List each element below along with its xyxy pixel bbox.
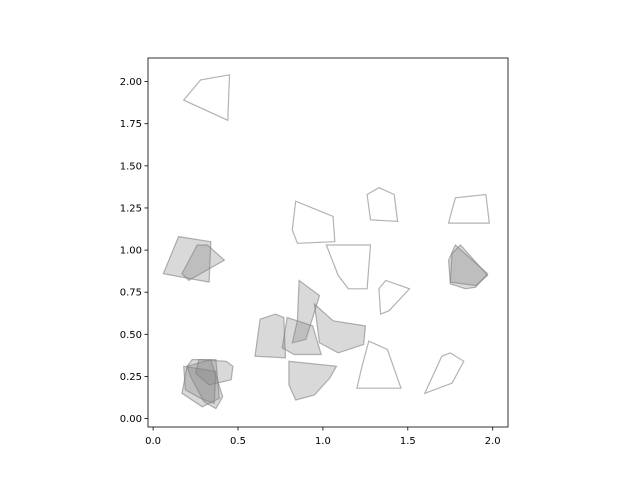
- outline-polygon: [291, 200, 336, 244]
- y-axis: 0.00 0.25 0.50 0.75 1.00 1.25 1.50 1.75 2.00: [120, 77, 148, 425]
- filled-polygon: [254, 313, 287, 359]
- y-tick-label: 1.50: [120, 161, 142, 172]
- filled-polygon: [449, 244, 489, 287]
- x-tick-label: 1.5: [400, 436, 416, 447]
- filled-polygon: [291, 279, 321, 344]
- y-tick-label: 0.25: [120, 372, 142, 383]
- outline-polygon: [447, 193, 490, 224]
- filled-polygon: [313, 302, 367, 354]
- x-tick-label: 2.0: [485, 436, 501, 447]
- y-tick-label: 0.50: [120, 330, 142, 341]
- x-tick-label: 0.5: [230, 436, 246, 447]
- x-axis: 0.0 0.5 1.0 1.5 2.0: [145, 427, 501, 447]
- y-tick-label: 2.00: [120, 77, 142, 88]
- outline-polygons: [182, 74, 490, 395]
- filled-polygon: [183, 365, 217, 405]
- filled-polygon: [181, 244, 226, 282]
- y-tick-label: 1.25: [120, 203, 142, 214]
- y-tick-label: 0.00: [120, 414, 142, 425]
- y-tick-label: 1.75: [120, 119, 142, 130]
- outline-polygon: [366, 187, 399, 223]
- outline-polygon: [356, 340, 402, 389]
- outline-polygon: [325, 244, 372, 290]
- outline-polygon: [378, 279, 411, 315]
- x-tick-label: 0.0: [145, 436, 161, 447]
- filled-polygon: [181, 359, 220, 408]
- filled-polygon: [288, 360, 338, 401]
- y-tick-label: 1.00: [120, 246, 142, 257]
- filled-polygon: [162, 235, 212, 283]
- filled-polygon: [447, 244, 489, 290]
- outline-polygon: [182, 74, 231, 122]
- filled-polygons: [162, 235, 489, 410]
- plot-frame: [147, 57, 509, 428]
- filled-polygon: [281, 316, 323, 356]
- outline-polygon: [423, 352, 465, 395]
- filled-polygon: [194, 358, 234, 386]
- y-tick-label: 0.75: [120, 288, 142, 299]
- x-tick-label: 1.0: [315, 436, 331, 447]
